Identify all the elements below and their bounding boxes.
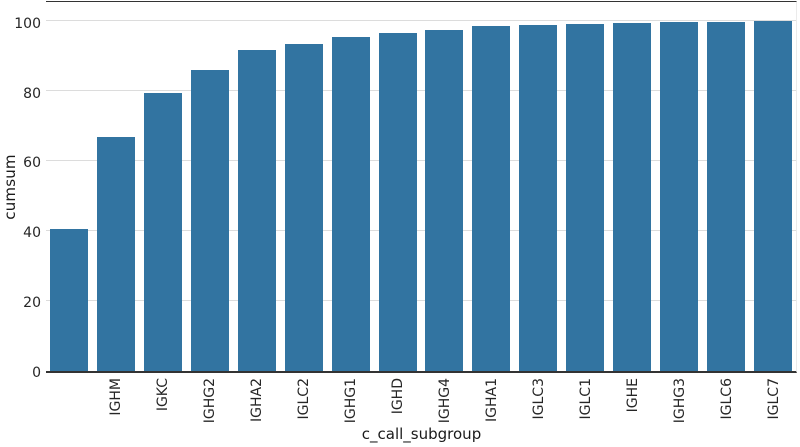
x-axis-tick-labels: IGHM IGKC IGHG2 IGHA2 IGLC2 IGHG1 IGHD IGHG4 IGH… xyxy=(46,378,797,428)
x-tick-slot: IGLC3 xyxy=(515,378,562,428)
y-tick-40: 40 xyxy=(23,225,41,242)
bar-IGHA2 xyxy=(237,50,276,371)
x-tick-IGHA1: IGHA1 xyxy=(483,378,500,422)
gridline-y-100 xyxy=(46,20,796,22)
bar-slot xyxy=(562,2,609,371)
bar-IGHG2 xyxy=(191,70,230,371)
bar-slot xyxy=(140,2,187,371)
gridline-y-60 xyxy=(46,160,796,162)
x-tick-IGLC7: IGLC7 xyxy=(765,378,782,420)
bar-slot xyxy=(327,2,374,371)
bar-IGHG1 xyxy=(331,37,370,371)
x-tick-IGHG4: IGHG4 xyxy=(436,378,453,424)
gridline-y-80 xyxy=(46,90,796,92)
x-tick-IGHA2: IGHA2 xyxy=(249,378,266,422)
bar-slot xyxy=(609,2,656,371)
x-tick-slot xyxy=(46,378,93,428)
x-tick-slot: IGLC7 xyxy=(750,378,797,428)
bar-IGLC7 xyxy=(753,21,792,371)
bar-IGHM xyxy=(97,136,136,371)
x-tick-slot: IGHG1 xyxy=(328,378,375,428)
bar-slot xyxy=(702,2,749,371)
x-tick-IGKC: IGKC xyxy=(155,378,172,412)
bar-slot xyxy=(515,2,562,371)
x-tick-slot: IGHG4 xyxy=(422,378,469,428)
x-tick-IGLC6: IGLC6 xyxy=(718,378,735,420)
bar-slot xyxy=(374,2,421,371)
x-tick-IGHD: IGHD xyxy=(390,378,407,415)
x-tick-IGHM: IGHM xyxy=(108,378,125,416)
bar-IGHE xyxy=(612,22,651,371)
x-tick-IGHG1: IGHG1 xyxy=(343,378,360,424)
x-tick-slot: IGLC2 xyxy=(281,378,328,428)
bar-IGKC xyxy=(144,92,183,371)
bar-IGHA1 xyxy=(472,26,511,371)
x-tick-slot: IGHD xyxy=(375,378,422,428)
x-tick-slot: IGHA2 xyxy=(234,378,281,428)
bar-slot xyxy=(280,2,327,371)
bar-IGLC2 xyxy=(284,43,323,371)
y-tick-0: 0 xyxy=(32,365,41,381)
bar-slot xyxy=(749,2,796,371)
x-tick-slot: IGHA1 xyxy=(468,378,515,428)
bar-slot xyxy=(93,2,140,371)
bar-slot xyxy=(234,2,281,371)
x-tick-IGHE: IGHE xyxy=(624,378,641,413)
x-tick-IGLC1: IGLC1 xyxy=(577,378,594,420)
x-tick-IGHG3: IGHG3 xyxy=(671,378,688,424)
bar-series xyxy=(46,2,796,371)
y-tick-80: 80 xyxy=(23,85,41,102)
gridline-y-40 xyxy=(46,230,796,232)
plot-area xyxy=(46,1,797,373)
x-tick-slot: IGHE xyxy=(609,378,656,428)
bar-slot xyxy=(468,2,515,371)
bar-slot xyxy=(187,2,234,371)
x-tick-slot: IGLC1 xyxy=(562,378,609,428)
x-axis-label: c_call_subgroup xyxy=(361,425,482,443)
x-tick-IGLC2: IGLC2 xyxy=(296,378,313,420)
bar-slot xyxy=(421,2,468,371)
bar-IGLC6 xyxy=(706,21,745,371)
gridline-y-20 xyxy=(46,300,796,302)
x-tick-IGHG2: IGHG2 xyxy=(202,378,219,424)
y-tick-100: 100 xyxy=(14,15,41,32)
x-tick-slot: IGHG3 xyxy=(656,378,703,428)
bar-blank xyxy=(50,229,89,371)
bar-IGLC1 xyxy=(566,23,605,371)
x-tick-IGLC3: IGLC3 xyxy=(530,378,547,420)
x-tick-slot: IGLC6 xyxy=(703,378,750,428)
y-tick-20: 20 xyxy=(23,295,41,312)
x-tick-slot: IGHM xyxy=(93,378,140,428)
bar-slot xyxy=(46,2,93,371)
bar-IGHG4 xyxy=(425,29,464,371)
gridlines xyxy=(46,2,796,371)
y-tick-60: 60 xyxy=(23,155,41,172)
bar-IGHG3 xyxy=(659,21,698,371)
bar-slot xyxy=(655,2,702,371)
x-tick-slot: IGKC xyxy=(140,378,187,428)
x-tick-slot: IGHG2 xyxy=(187,378,234,428)
bar-IGLC3 xyxy=(519,24,558,371)
bar-IGHD xyxy=(378,32,417,371)
